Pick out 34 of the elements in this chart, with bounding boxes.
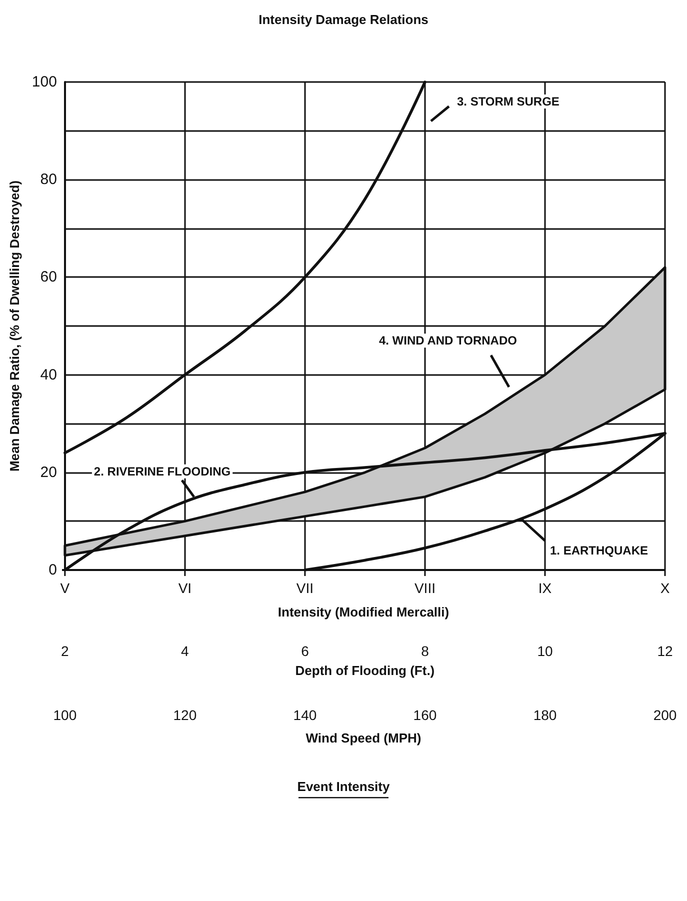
x-tick-label: 6 bbox=[301, 643, 310, 659]
text: X bbox=[660, 580, 670, 596]
legend-label: 4. WIND AND TORNADO bbox=[378, 334, 517, 348]
text: VI bbox=[178, 580, 192, 596]
text: 120 bbox=[173, 707, 197, 723]
text: Wind Speed (MPH) bbox=[306, 730, 422, 746]
text: 1. EARTHQUAKE bbox=[550, 543, 648, 558]
text: 140 bbox=[293, 707, 317, 723]
text: Intensity (Modified Mercalli) bbox=[278, 604, 450, 620]
text: 3. STORM SURGE bbox=[456, 94, 560, 109]
text: Event Intensity bbox=[297, 779, 391, 794]
y-tick-label: 20 bbox=[40, 464, 57, 481]
text: 100 bbox=[53, 707, 77, 723]
y-axis-title: Mean Damage Ratio, (% of Dwelling Destroyed) bbox=[7, 180, 22, 472]
text: V bbox=[60, 580, 70, 596]
y-tick-label: 100 bbox=[32, 74, 57, 90]
y-tick-label: 40 bbox=[40, 366, 57, 384]
x-axis-title: Depth of Flooding (Ft.) bbox=[295, 663, 435, 678]
text: 200 bbox=[653, 707, 677, 723]
text: VII bbox=[296, 580, 314, 596]
chart-title: Intensity Damage Relations bbox=[258, 12, 428, 27]
x-tick-label: 12 bbox=[657, 643, 673, 659]
y-tick-label: 60 bbox=[40, 268, 57, 286]
x-tick-label: 10 bbox=[537, 643, 553, 659]
x-tick-label: 4 bbox=[181, 643, 190, 659]
text: IX bbox=[538, 580, 552, 596]
x-tick-label: 8 bbox=[421, 643, 430, 659]
text: 160 bbox=[413, 707, 437, 723]
series-label: 2. RIVERINE FLOODING bbox=[94, 464, 231, 478]
y-tick-label: 0 bbox=[48, 562, 57, 578]
x-tick-label: 2 bbox=[61, 643, 70, 659]
text: VIII bbox=[414, 580, 436, 596]
y-tick-label: 80 bbox=[40, 171, 57, 188]
text: 180 bbox=[533, 707, 557, 723]
